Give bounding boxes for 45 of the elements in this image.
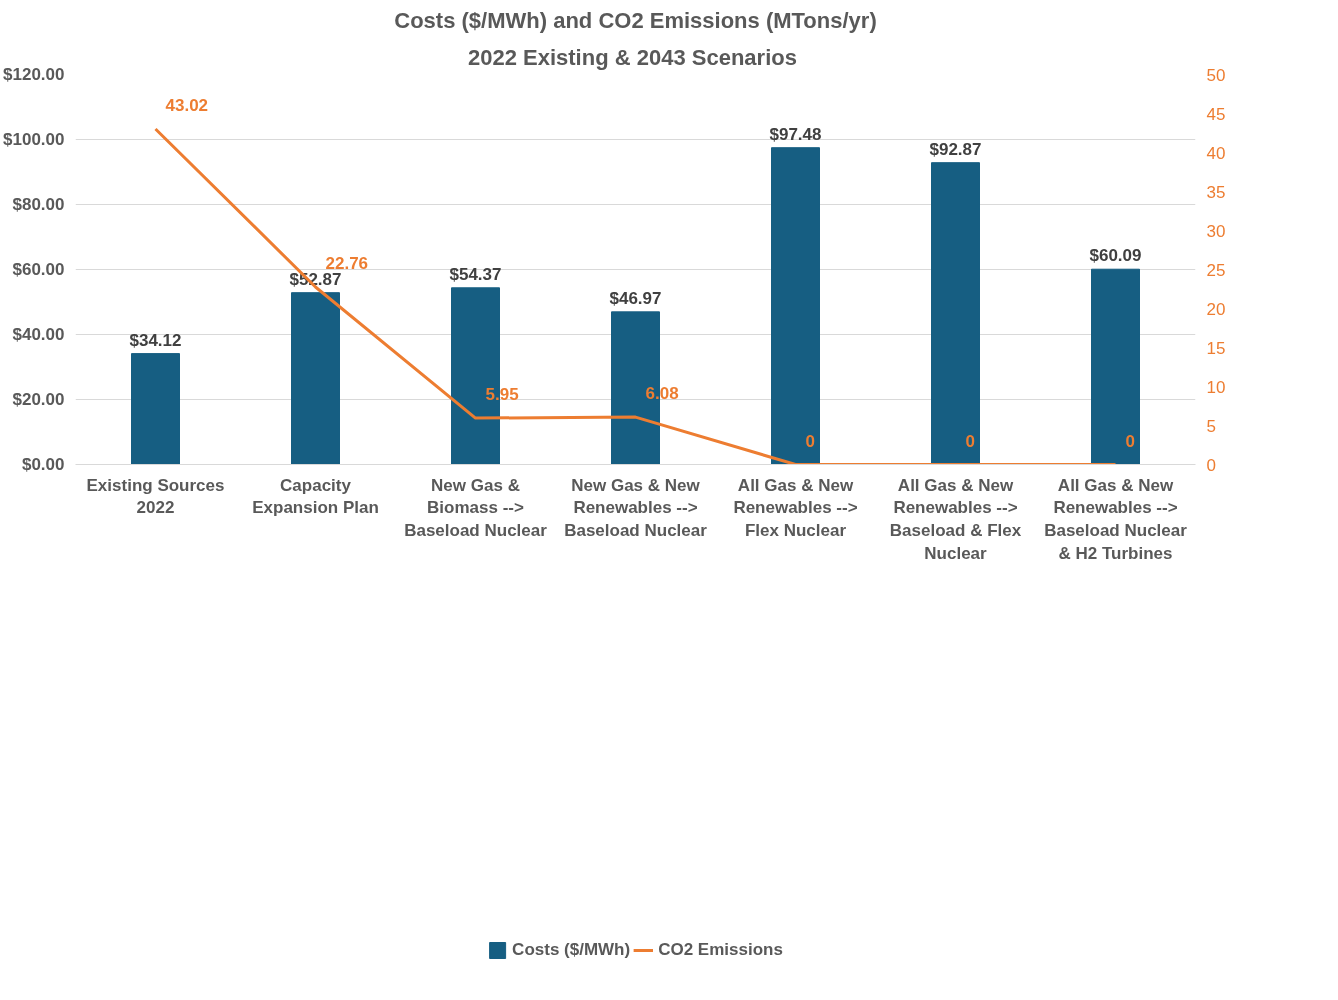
data-label: $97.48 [769,124,822,144]
y-tick-label: $100.00 [3,130,65,149]
bar [931,162,980,465]
x-tick-label: New Gas & Biomass --> Baseload Nuclear [404,475,548,541]
data-label: 0 [1125,431,1135,451]
data-label: 22.76 [325,253,369,273]
bar [771,147,820,465]
bar [1091,268,1140,465]
y-tick-label: $120.00 [3,65,65,84]
bar [291,292,340,465]
data-label: $54.37 [449,264,502,284]
data-label: $92.87 [929,139,982,159]
y2-tick-label: 5 [1206,416,1216,436]
y2-tick-label: 35 [1206,182,1226,202]
x-tick-label: All Gas & New Renewables --> Baseload Nuclear & H2 Turbines [1044,475,1188,563]
chart-subtitle: 2022 Existing & 2043 Scenarios [467,44,797,70]
y-tick-label: $0.00 [21,455,65,474]
legend-label: Costs ($/MWh) [512,940,631,960]
data-label: $34.12 [129,330,182,350]
y-tick-label: $60.00 [12,260,65,279]
y2-tick-label: 15 [1206,338,1226,358]
x-tick-label: Capacity Expansion Plan [252,475,379,518]
x-tick-label: Existing Sources 2022 [86,475,225,518]
data-label: $60.09 [1089,246,1142,266]
x-tick-label: All Gas & New Renewables --> Baseload & Flex Nuclear [889,475,1022,563]
y-tick-label: $40.00 [12,325,65,344]
data-label: $46.97 [609,288,662,308]
data-label: 0 [965,431,975,451]
y-tick-label: $20.00 [12,390,65,409]
data-label: 0 [805,431,815,451]
chart-title: Costs ($/MWh) and CO2 Emissions (MTons/yr) [394,7,877,33]
y2-tick-label: 0 [1206,455,1216,475]
data-label: 43.02 [165,95,209,115]
y2-tick-label: 20 [1206,299,1226,319]
legend-label: CO2 Emissions [658,940,783,960]
x-tick-label: New Gas & New Renewables --> Baseload Nuclear [564,475,708,541]
bar [131,353,180,465]
y2-tick-label: 25 [1206,260,1226,280]
x-tick-label: All Gas & New Renewables --> Flex Nuclear [733,475,858,541]
y-tick-label: $80.00 [12,195,65,214]
y2-tick-label: 40 [1206,143,1226,163]
y2-tick-label: 50 [1206,65,1226,85]
y2-tick-label: 30 [1206,221,1226,241]
y2-tick-label: 45 [1206,104,1226,124]
y2-tick-label: 10 [1206,377,1226,397]
